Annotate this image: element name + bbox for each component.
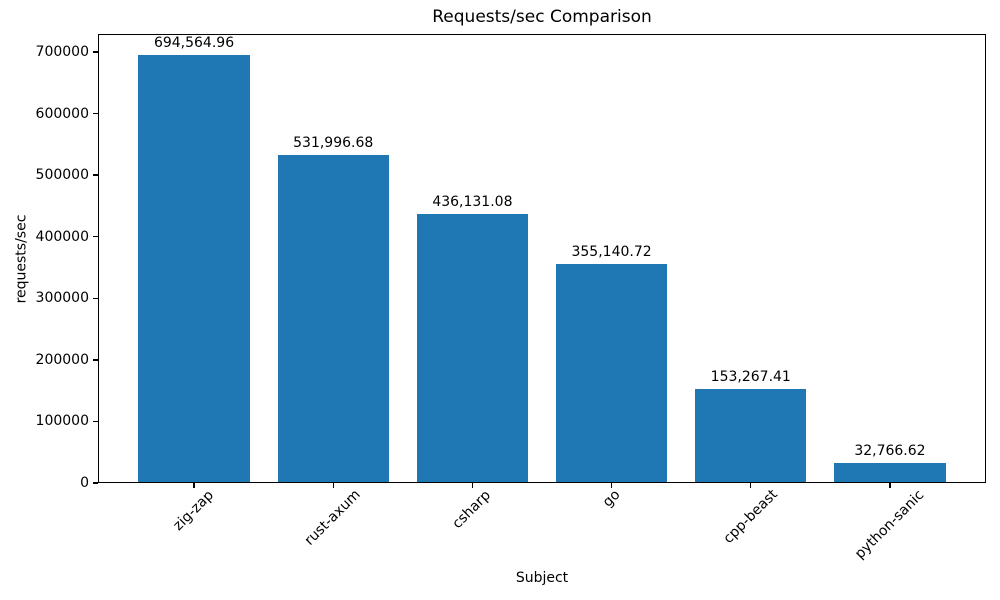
bar-value-label: 355,140.72	[571, 244, 652, 261]
bar	[555, 264, 668, 482]
y-axis-tick	[93, 420, 98, 423]
bar	[277, 155, 389, 482]
x-tick-label: go	[599, 486, 624, 511]
bar	[834, 462, 946, 482]
bar-value-label: 694,564.96	[153, 35, 235, 52]
x-tick-label: csharp	[449, 486, 495, 532]
y-axis-tick	[93, 112, 98, 115]
bar	[416, 214, 529, 482]
y-axis-tick	[93, 174, 98, 176]
x-tick-label: cpp-beast	[720, 486, 781, 548]
x-tick-label: zig-zap	[170, 486, 218, 534]
x-axis-tick	[750, 483, 752, 488]
chart-title: Requests/sec Comparison	[432, 7, 652, 27]
y-tick-label: 100000	[35, 413, 89, 430]
y-tick-label: 500000	[35, 167, 89, 184]
x-tick-label: python-sanic	[851, 486, 928, 563]
x-axis-tick	[332, 483, 334, 488]
bar	[138, 55, 250, 482]
x-axis-tick	[889, 483, 891, 488]
bar	[695, 388, 807, 482]
y-tick-label: 300000	[35, 290, 89, 307]
y-tick-label: 200000	[35, 351, 89, 368]
bar-value-label: 32,766.62	[854, 442, 926, 459]
y-tick-label: 400000	[35, 228, 89, 245]
x-tick-label: rust-axum	[301, 487, 364, 550]
y-axis-tick	[93, 297, 98, 299]
y-axis-tick	[93, 482, 98, 484]
bar-value-label: 436,131.08	[432, 194, 513, 211]
y-tick-label: 0	[80, 475, 89, 491]
y-axis-tick	[93, 236, 98, 238]
x-axis-tick	[610, 483, 613, 488]
bar-value-label: 153,267.41	[710, 368, 791, 385]
y-axis-tick	[93, 359, 98, 361]
x-axis-label: Subject	[515, 570, 569, 586]
x-axis-tick	[193, 483, 195, 488]
y-tick-label: 700000	[35, 44, 89, 61]
x-axis-tick	[471, 483, 474, 488]
y-tick-label: 600000	[35, 105, 89, 122]
y-axis-tick	[93, 51, 98, 53]
bar-value-label: 531,996.68	[293, 135, 374, 152]
